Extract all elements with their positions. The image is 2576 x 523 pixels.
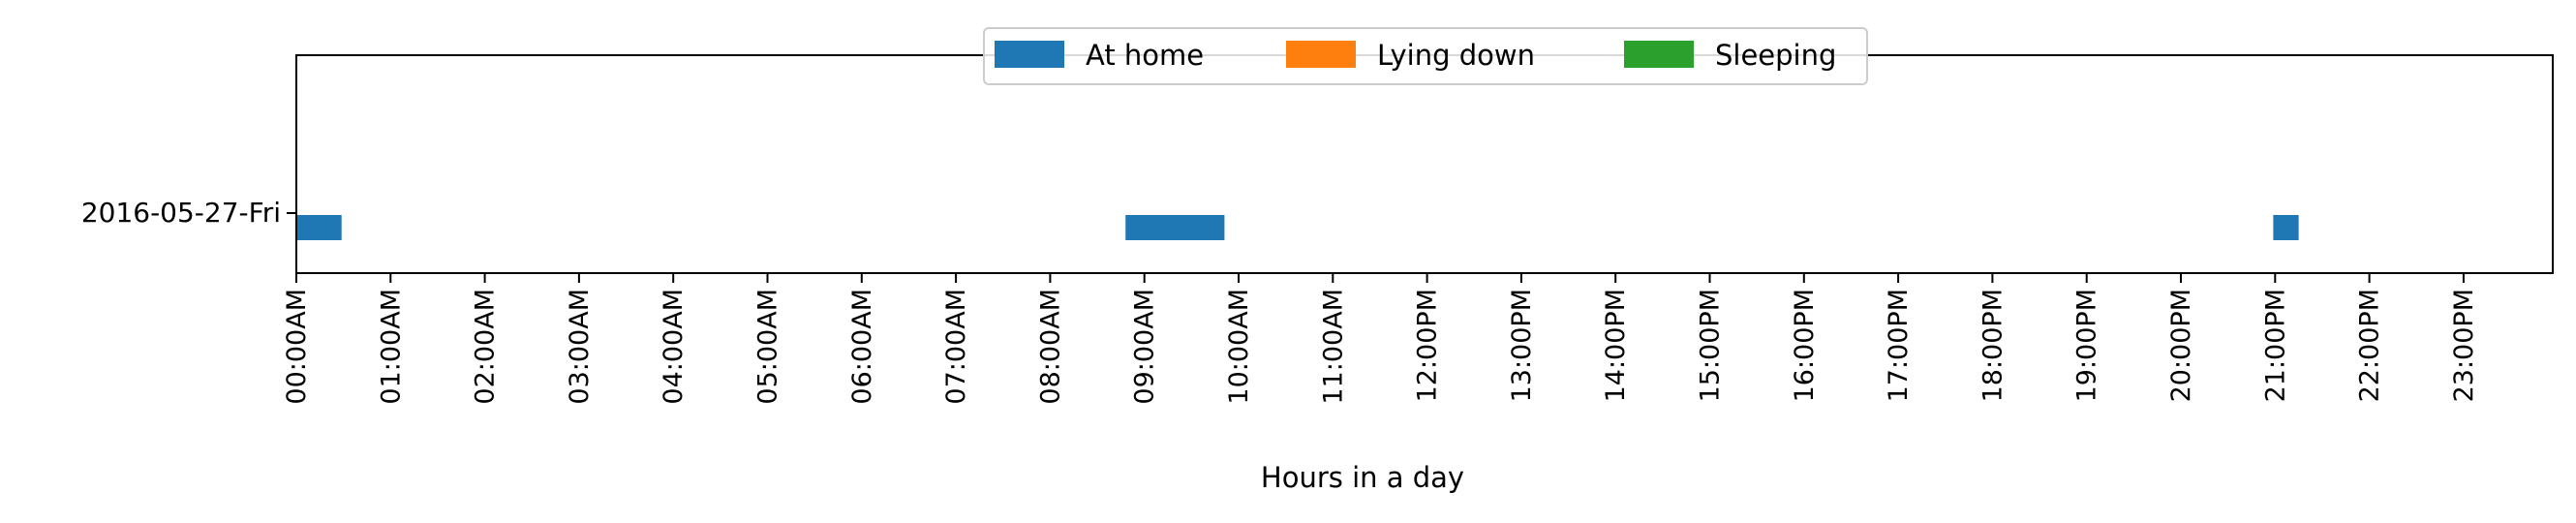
x-tick-label: 18:00PM	[1978, 289, 2008, 402]
x-tick-label: 00:00AM	[282, 289, 312, 405]
x-tick-label: 04:00AM	[659, 289, 689, 405]
legend-label: At home	[1086, 39, 1204, 72]
legend-label: Lying down	[1377, 39, 1535, 72]
x-tick-label: 16:00PM	[1790, 289, 1820, 402]
bars-layer	[296, 215, 2299, 240]
x-tick-label: 03:00AM	[565, 289, 595, 405]
x-tick-label: 13:00PM	[1507, 289, 1537, 402]
bar-at-home	[296, 215, 342, 240]
x-tick-label: 08:00AM	[1035, 289, 1065, 405]
legend-swatch	[1286, 41, 1356, 68]
legend-label: Sleeping	[1715, 39, 1836, 72]
x-tick-label: 21:00PM	[2260, 289, 2290, 402]
x-tick-label: 23:00PM	[2449, 289, 2479, 402]
x-tick-label: 09:00AM	[1130, 289, 1160, 405]
x-tick-label: 05:00AM	[753, 289, 783, 405]
plot-frame	[295, 54, 2554, 274]
x-tick-label: 02:00AM	[471, 289, 501, 405]
y-tick-label: 2016-05-27-Fri	[81, 197, 281, 229]
x-tick-label: 15:00PM	[1696, 289, 1726, 402]
x-tick-label: 12:00PM	[1413, 289, 1443, 402]
x-tick-label: 07:00AM	[941, 289, 971, 405]
x-tick-label: 06:00AM	[847, 289, 877, 405]
x-tick-label: 01:00AM	[376, 289, 406, 405]
x-tick-label: 19:00PM	[2072, 289, 2102, 402]
x-tick-label: 22:00PM	[2355, 289, 2385, 402]
y-axis-ticks: 2016-05-27-Fri	[81, 197, 296, 229]
legend-swatch	[995, 41, 1064, 68]
x-tick-label: 10:00AM	[1224, 289, 1254, 405]
x-axis-ticks: 00:00AM 01:00AM 02:00AM 03:00AM 04:00AM 05:00…	[282, 273, 2479, 405]
x-tick-label: 11:00AM	[1318, 289, 1348, 405]
bar-at-home	[1125, 215, 1225, 240]
x-tick-label: 17:00PM	[1884, 289, 1914, 402]
x-axis-label: Hours in a day	[1261, 461, 1464, 494]
legend: At home Lying down Sleeping	[983, 27, 1868, 85]
x-tick-label: 20:00PM	[2166, 289, 2196, 402]
x-tick-label: 14:00PM	[1601, 289, 1631, 402]
bar-at-home	[2273, 215, 2299, 240]
legend-swatch	[1624, 41, 1694, 68]
